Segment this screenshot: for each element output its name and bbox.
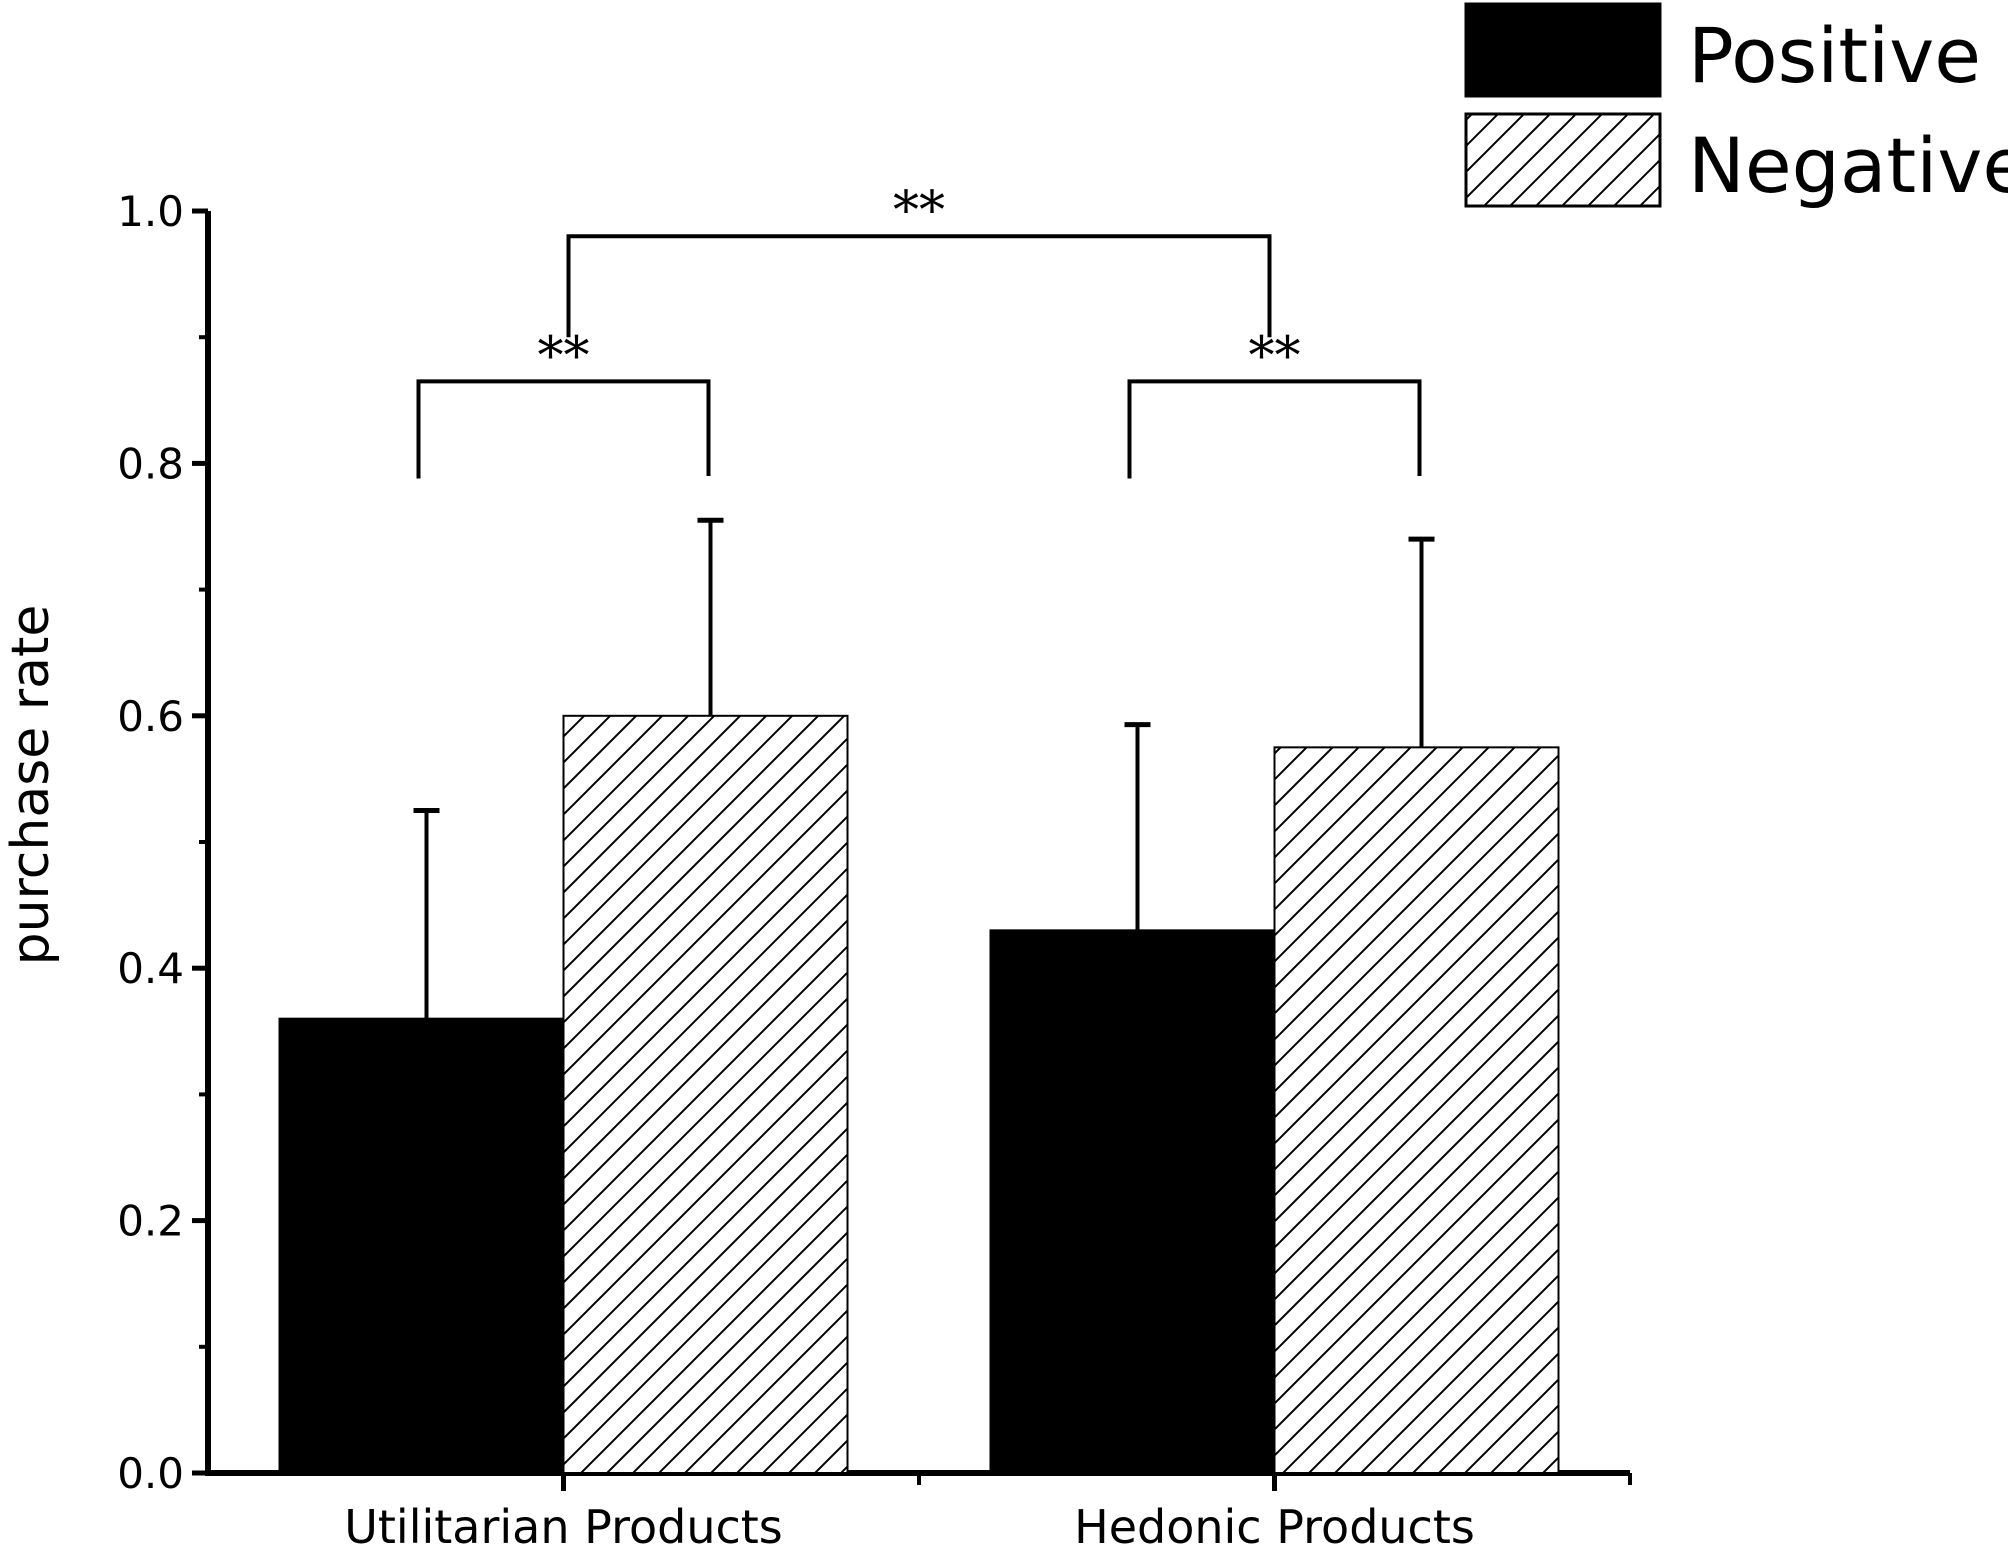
- error-bars: [413, 517, 1435, 1019]
- y-tick-label: 0.6: [117, 692, 184, 741]
- legend-swatch-negative: [1464, 112, 1662, 208]
- legend: Positive Negative: [1464, 2, 2008, 210]
- y-axis-label: purchase rate: [1, 605, 61, 966]
- y-tick-label: 0.4: [117, 944, 184, 993]
- x-category-label: Hedonic Products: [1074, 1500, 1475, 1553]
- legend-label-negative: Negative: [1688, 121, 2008, 210]
- bar-negative: [562, 714, 849, 1474]
- legend-label-positive: Positive: [1688, 11, 1981, 100]
- bar-negative: [1273, 746, 1560, 1474]
- y-tick-label: 1.0: [117, 187, 184, 236]
- significance-bracket-between: [566, 234, 1272, 338]
- y-tick-label: 0.2: [117, 1197, 184, 1246]
- significance-bracket-label: **: [538, 326, 590, 386]
- legend-swatch-positive: [1464, 2, 1662, 98]
- y-tick-label: 0.0: [117, 1449, 184, 1498]
- bars: [278, 714, 1560, 1474]
- bar-positive: [278, 1017, 565, 1474]
- bar-positive: [989, 929, 1276, 1474]
- significance-bracket: [416, 379, 711, 479]
- significance-bracket: [1127, 379, 1422, 479]
- significance-bracket-between-label: **: [893, 181, 945, 241]
- significance-bracket-label: **: [1249, 326, 1301, 386]
- x-category-label: Utilitarian Products: [344, 1500, 783, 1553]
- axes: 0.0 0.2 0.4 0.6 0.8 1.0 Utilitarian Products He…: [117, 187, 1632, 1553]
- y-tick-label: 0.8: [117, 439, 184, 488]
- significance-brackets: ** ** **: [416, 181, 1422, 479]
